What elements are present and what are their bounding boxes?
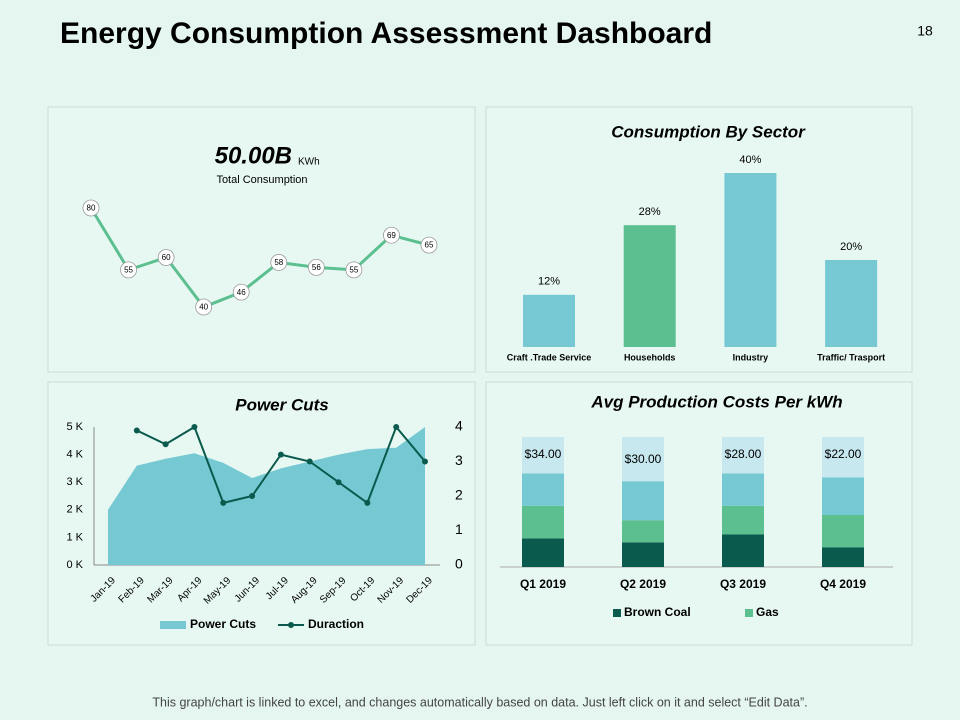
bar-segment	[722, 534, 764, 567]
point-marker	[249, 493, 256, 499]
chart-title: Consumption By Sector	[611, 122, 806, 141]
point-marker	[277, 451, 284, 458]
y-tick-label: 4 K	[66, 449, 83, 461]
x-tick-label: Households	[624, 352, 676, 362]
y2-tick-label: 0	[455, 556, 463, 572]
point-marker	[82, 199, 100, 217]
y-tick-label: 1 K	[66, 531, 83, 543]
y2-tick-label: 1	[455, 521, 463, 537]
bar-segment	[622, 542, 664, 567]
chart-title: Avg Production Costs Per kWh	[590, 392, 842, 411]
legend-label: Duraction	[308, 617, 364, 631]
point-marker	[232, 283, 250, 301]
legend-swatch	[745, 609, 753, 617]
total-label: $34.00	[525, 447, 562, 461]
data-label: 40%	[739, 154, 761, 166]
y-tick-label: 3 K	[66, 476, 83, 488]
point-marker	[307, 258, 325, 276]
bar-segment	[822, 437, 864, 478]
data-label: 40	[199, 303, 208, 312]
legend-swatch	[288, 622, 294, 628]
data-label: 69	[387, 231, 396, 240]
subtitle: Total Consumption	[216, 174, 307, 186]
data-label: 65	[425, 241, 434, 250]
bar-segment	[722, 437, 764, 474]
x-tick-label: Industry	[733, 352, 769, 362]
point-marker	[422, 458, 428, 465]
data-label: 46	[237, 288, 246, 297]
bar	[825, 260, 878, 347]
x-tick-label: Q1 2019	[520, 577, 566, 591]
headline-unit: KWh	[298, 157, 320, 168]
data-label: 56	[312, 263, 321, 272]
point-marker	[345, 261, 363, 279]
bar-segment	[822, 477, 864, 515]
x-tick-label: Q4 2019	[820, 577, 866, 591]
point-marker	[162, 441, 169, 448]
data-label: 58	[274, 258, 283, 267]
point-marker	[306, 458, 313, 465]
data-label: 80	[87, 204, 96, 213]
y2-tick-label: 4	[455, 418, 463, 434]
footer-note: This graph/chart is linked to excel, and…	[152, 695, 807, 709]
y-tick-label: 5 K	[66, 421, 83, 433]
data-label: 55	[124, 265, 133, 274]
legend-label: Power Cuts	[190, 617, 256, 631]
bar-segment	[622, 481, 664, 521]
bar-segment	[522, 538, 564, 567]
data-label: 55	[349, 265, 358, 274]
bar-segment	[522, 505, 564, 539]
headline: 50.00B	[215, 142, 292, 169]
point-marker	[133, 427, 140, 434]
total-label: $28.00	[725, 447, 762, 461]
point-marker	[420, 236, 438, 254]
point-marker	[157, 249, 175, 266]
x-tick-label: Craft .Trade Service	[507, 352, 592, 362]
data-label: 60	[162, 253, 171, 262]
point-marker	[393, 424, 400, 430]
bar-segment	[822, 515, 864, 548]
x-tick-label: Traffic/ Trasport	[817, 352, 885, 362]
bar	[623, 225, 676, 347]
legend-swatch	[613, 609, 621, 617]
chart-title: Power Cuts	[235, 395, 329, 414]
total-label: $30.00	[625, 452, 662, 466]
bar-segment	[822, 547, 864, 567]
point-marker	[383, 226, 400, 244]
area	[108, 427, 425, 565]
line	[89, 207, 430, 309]
point-marker	[220, 499, 227, 506]
y-tick-label: 0 K	[66, 559, 83, 571]
point-marker	[191, 424, 198, 430]
legend-label: Gas	[756, 605, 779, 619]
total-label: $22.00	[825, 447, 862, 461]
point-marker	[270, 254, 288, 271]
bar	[724, 173, 777, 347]
bar-segment	[522, 473, 564, 506]
legend-label: Brown Coal	[624, 605, 691, 619]
bar-segment	[622, 520, 664, 543]
x-tick-label: Q2 2019	[620, 577, 666, 591]
y2-tick-label: 2	[455, 487, 463, 503]
bar-segment	[722, 473, 764, 506]
legend-swatch	[160, 621, 186, 629]
y-tick-label: 2 K	[66, 504, 83, 516]
point-marker	[364, 499, 371, 506]
bar-segment	[722, 505, 764, 535]
bar	[523, 294, 575, 347]
page-number: 18	[917, 23, 933, 39]
y2-tick-label: 3	[455, 452, 463, 468]
data-label: 28%	[639, 206, 661, 218]
point-marker	[195, 298, 213, 316]
point-marker	[120, 261, 137, 279]
point-marker	[335, 479, 342, 486]
x-tick-label: Q3 2019	[720, 577, 766, 591]
bar-segment	[622, 437, 664, 482]
bar-segment	[522, 437, 564, 474]
page-title: Energy Consumption Assessment Dashboard	[60, 17, 712, 50]
data-label: 20%	[840, 241, 862, 253]
data-label: 12%	[538, 276, 560, 288]
